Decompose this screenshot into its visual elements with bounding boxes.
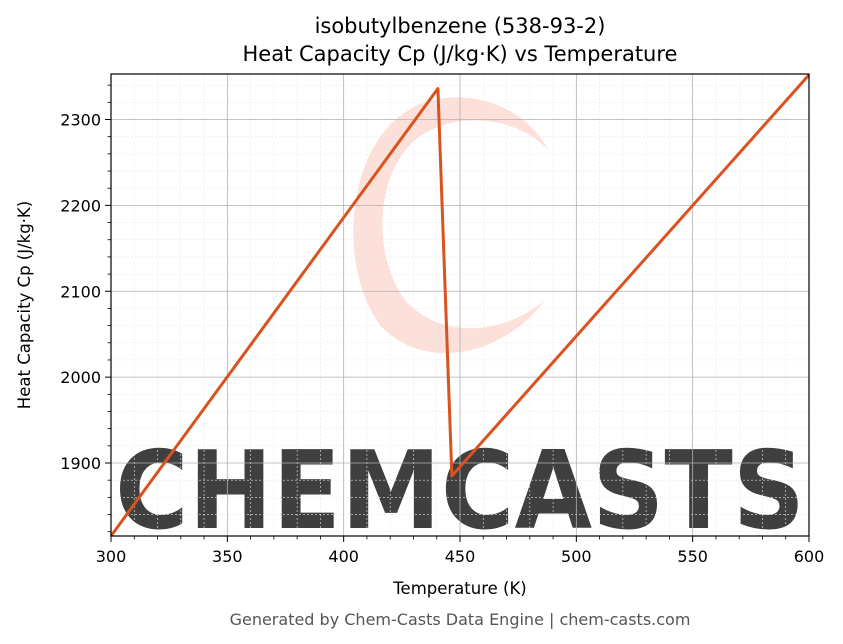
y-tick-label: 2000 <box>60 368 101 387</box>
footer-credit: Generated by Chem-Casts Data Engine | ch… <box>230 610 691 629</box>
axis-ticks: 300 350 400 450 500 550 600 1900 2000 2100 2200 230… <box>60 84 825 566</box>
grid <box>110 74 810 536</box>
y-axis-label: Heat Capacity Cp (J/kg·K) <box>15 201 34 409</box>
series-line <box>109 73 811 537</box>
x-tick-label: 350 <box>212 547 243 566</box>
y-tick-label: 2200 <box>60 196 101 215</box>
x-tick-label: 500 <box>561 547 592 566</box>
x-axis-label: Temperature (K) <box>392 579 526 598</box>
plot-area <box>109 73 811 537</box>
x-tick-label: 450 <box>445 547 476 566</box>
x-tick-label: 300 <box>96 547 127 566</box>
x-tick-label: 550 <box>677 547 708 566</box>
y-tick-label: 2100 <box>60 282 101 301</box>
y-tick-label: 2300 <box>60 111 101 130</box>
chart-subtitle: Heat Capacity Cp (J/kg·K) vs Temperature <box>243 42 678 66</box>
watermark-swirl-icon <box>353 97 548 353</box>
x-tick-label: 400 <box>328 547 359 566</box>
chart-title: isobutylbenzene (538-93-2) <box>315 14 606 38</box>
y-tick-label: 1900 <box>60 454 101 473</box>
x-tick-label: 600 <box>794 547 825 566</box>
